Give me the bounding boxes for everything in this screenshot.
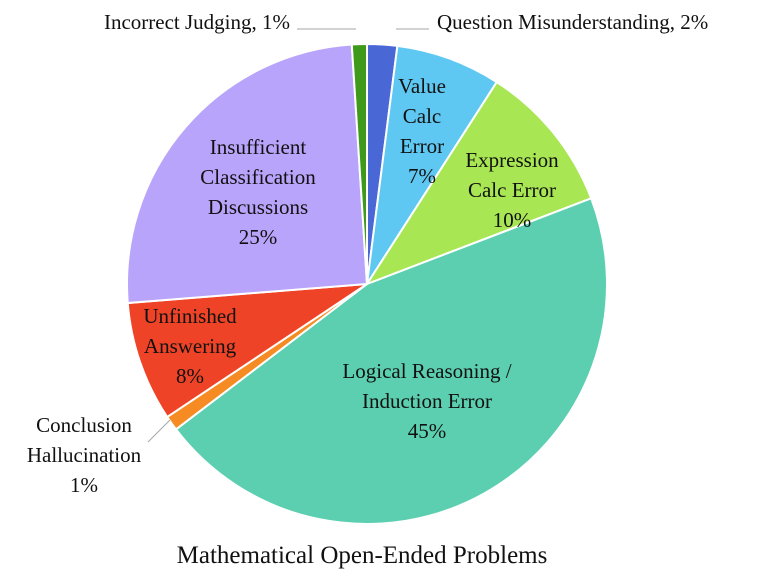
pie-slice-expression-calc-error xyxy=(364,80,593,287)
leader-line-conclusion-hallucination xyxy=(147,419,171,443)
slice-label-incorrect-judging: Incorrect Judging, 1% xyxy=(104,10,290,34)
slice-label-question-misunderstanding: Question Misunderstanding, 2% xyxy=(437,10,708,34)
slice-label-value-calc-error: Value Calc Error 7% xyxy=(398,74,446,188)
slice-label-conclusion-hallucination: Conclusion Hallucination 1% xyxy=(27,413,142,497)
pie-slice-incorrect-judging xyxy=(350,42,368,285)
pie-slice-unfinished-answering xyxy=(126,282,371,419)
leader-lines xyxy=(147,28,429,443)
slice-label-expression-calc-error: Expression Calc Error 10% xyxy=(465,148,559,232)
slice-label-unfinished-answering: Unfinished Answering 8% xyxy=(143,304,237,388)
slice-label-logical-reasoning-induction-error: Logical Reasoning / Induction Error 45% xyxy=(342,359,511,443)
slice-labels: Question Misunderstanding, 2% Value Calc Er… xyxy=(27,10,708,497)
pie-slice-insufficient-classification-discussions xyxy=(126,43,369,305)
pie-slice-logical-reasoning-induction-error xyxy=(174,197,608,525)
slice-label-insufficient-classification-discussions: Insufficient Classification Discussions 25% xyxy=(200,135,316,249)
chart-title: Mathematical Open-Ended Problems xyxy=(177,542,548,569)
pie-slices xyxy=(126,42,608,525)
pie-slice-value-calc-error xyxy=(366,44,499,285)
